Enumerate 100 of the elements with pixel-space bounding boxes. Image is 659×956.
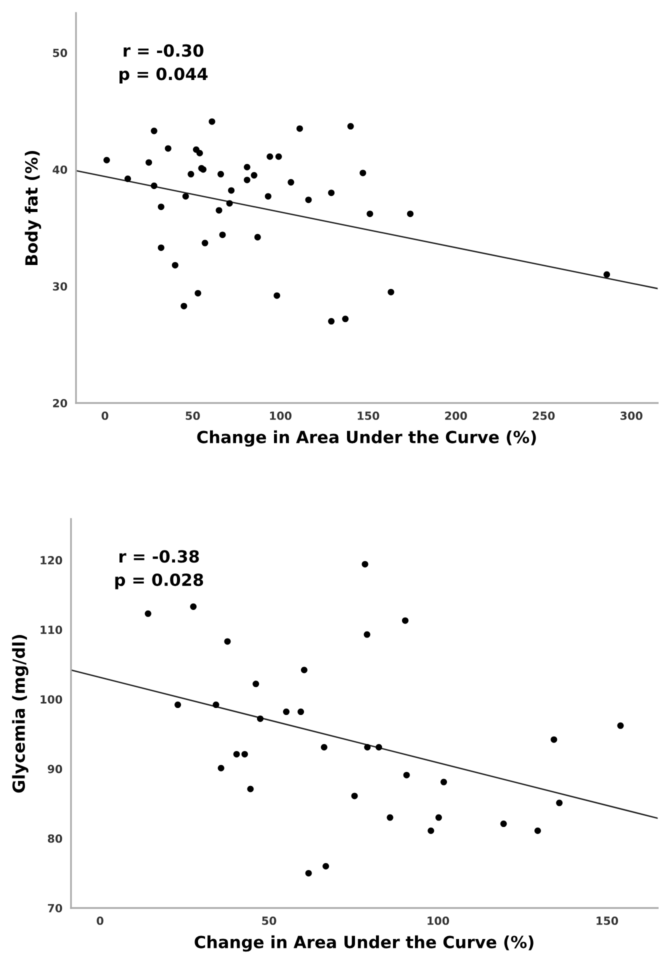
x-tick-label: 150 xyxy=(596,916,618,925)
point xyxy=(274,292,280,299)
point xyxy=(556,800,563,806)
y-tick-label: 90 xyxy=(48,764,62,774)
point xyxy=(364,744,371,751)
point xyxy=(218,764,224,772)
annotation: r = -0.30 xyxy=(124,44,204,57)
x-axis-title: Change in Area Under the Curve (%) xyxy=(194,935,534,952)
point xyxy=(158,204,164,210)
point xyxy=(266,153,274,160)
y-axis-title: Body fat (%) xyxy=(24,150,42,265)
point xyxy=(402,617,408,624)
annotation: p = 0.028 xyxy=(115,573,204,590)
x-tick-label: 0 xyxy=(96,916,104,925)
point xyxy=(254,234,261,240)
point xyxy=(247,786,254,792)
y-axis-title: Glycemia (mg/dl) xyxy=(12,635,28,793)
point xyxy=(180,302,188,310)
annotation: p = 0.044 xyxy=(120,68,208,84)
point xyxy=(216,207,222,214)
point xyxy=(351,792,358,800)
point xyxy=(386,814,394,821)
x-tick-label: 100 xyxy=(270,412,292,420)
point xyxy=(300,666,308,674)
y-tick-label: 20 xyxy=(53,398,68,408)
point xyxy=(604,271,610,278)
x-tick-label: 200 xyxy=(445,412,467,420)
point xyxy=(188,170,194,178)
x-tick-label: 0 xyxy=(102,412,108,420)
point xyxy=(194,290,202,296)
point xyxy=(158,244,164,251)
point xyxy=(288,179,294,186)
point xyxy=(219,232,226,238)
y-tick-label: 120 xyxy=(40,556,62,564)
point xyxy=(233,750,240,758)
y-tick-label: 50 xyxy=(53,48,68,58)
y-tick-label: 80 xyxy=(48,834,62,843)
point xyxy=(435,814,442,821)
point xyxy=(328,190,335,196)
point xyxy=(534,828,541,834)
x-tick-label: 150 xyxy=(358,412,380,420)
y-tick-label: 30 xyxy=(52,282,68,291)
point xyxy=(190,603,197,610)
point xyxy=(428,828,434,834)
point xyxy=(376,744,382,751)
point xyxy=(202,240,208,246)
point xyxy=(328,318,335,325)
annotation: r = -0.38 xyxy=(119,550,199,563)
point xyxy=(305,196,312,204)
point xyxy=(252,680,260,688)
y-tick-label: 110 xyxy=(40,626,62,634)
point xyxy=(150,182,158,190)
y-tick-label: 40 xyxy=(52,165,68,174)
point xyxy=(150,128,158,134)
x-tick-label: 50 xyxy=(186,412,200,420)
point xyxy=(124,176,132,182)
point xyxy=(244,176,250,184)
point xyxy=(617,722,624,729)
point xyxy=(275,153,282,160)
point xyxy=(224,638,231,645)
point xyxy=(283,708,290,716)
x-tick-label: 50 xyxy=(262,916,276,925)
point xyxy=(164,145,172,152)
point xyxy=(146,159,152,166)
point xyxy=(218,170,224,178)
point xyxy=(388,288,394,296)
point xyxy=(226,200,233,207)
point xyxy=(550,736,558,743)
point xyxy=(144,610,152,617)
point xyxy=(208,118,216,125)
x-axis-title: Change in Area Under the Curve (%) xyxy=(197,430,536,447)
point xyxy=(196,150,203,156)
point xyxy=(244,164,250,170)
point xyxy=(241,750,248,758)
y-tick-label: 70 xyxy=(48,904,62,912)
point xyxy=(500,820,507,828)
point xyxy=(440,778,448,786)
point xyxy=(322,862,330,870)
point xyxy=(228,187,235,194)
point xyxy=(366,210,374,218)
x-tick-label: 300 xyxy=(620,412,642,420)
point xyxy=(320,744,328,751)
x-tick-label: 250 xyxy=(532,412,555,420)
point xyxy=(172,262,178,268)
point xyxy=(103,156,110,164)
point xyxy=(182,193,189,200)
x-tick-label: 100 xyxy=(428,916,450,925)
point xyxy=(264,193,272,200)
point xyxy=(403,772,410,778)
point xyxy=(305,870,312,876)
point xyxy=(212,702,220,708)
point xyxy=(256,715,264,722)
point xyxy=(296,125,303,132)
point xyxy=(250,172,258,179)
y-tick-label: 100 xyxy=(40,695,62,704)
point xyxy=(347,123,354,130)
point xyxy=(298,708,304,716)
point xyxy=(407,210,414,218)
point xyxy=(364,631,370,638)
point xyxy=(360,170,366,176)
